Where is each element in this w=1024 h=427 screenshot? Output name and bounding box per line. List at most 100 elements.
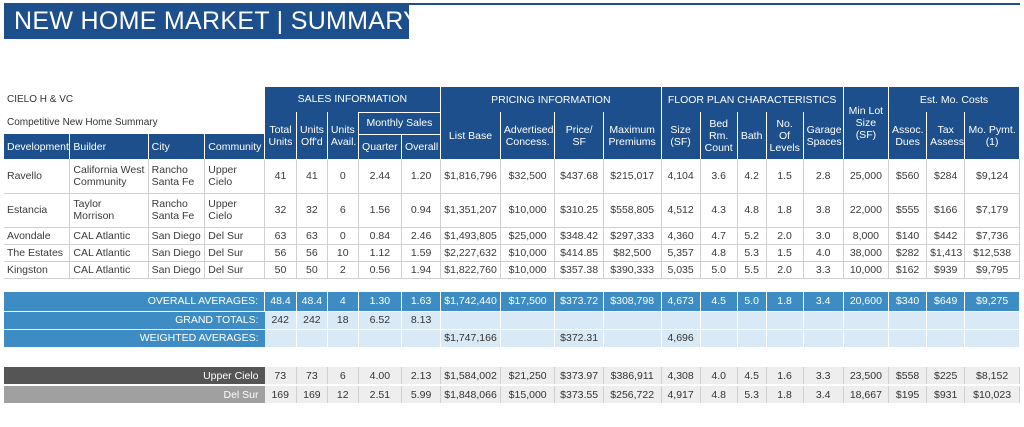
summary-cell: 4.00 — [358, 367, 402, 386]
summary-cell: 2.51 — [358, 385, 402, 403]
table-cell: 10,000 — [843, 261, 890, 279]
summary-cell: 5.99 — [401, 385, 442, 403]
empty-cell — [926, 310, 966, 329]
table-cell: 1.59 — [401, 244, 442, 262]
table-cell: 5.0 — [700, 261, 738, 279]
table-cell: $282 — [888, 244, 928, 262]
context-subtitle: Competitive New Home Summary — [7, 117, 158, 128]
summary-cell: 3.4 — [803, 385, 844, 403]
col-mo-pymt: Mo. Pymt. (1) — [964, 112, 1020, 159]
table-cell: $25,000 — [500, 227, 556, 245]
overall-averages-label: OVERALL AVERAGES: — [4, 292, 266, 311]
empty-cell — [888, 310, 928, 329]
table-cell: $1,493,805 — [440, 227, 501, 245]
summary-cell: 5.3 — [737, 385, 767, 403]
summary-cell: 4,308 — [661, 367, 701, 386]
table-row: The Estates CAL Atlantic San Diego Del Sur 5… — [4, 244, 1020, 262]
community-summary-label: Upper Cielo — [4, 367, 265, 386]
table-cell: $215,017 — [603, 159, 662, 194]
col-units-avail: Units Avail. — [327, 112, 359, 159]
weighted-averages-row: WEIGHTED AVERAGES: $1,747,166 $372.31 4,696 — [4, 328, 1020, 347]
table-cell: 3.3 — [803, 261, 844, 279]
community-summary-row: Upper Cielo 73 73 6 4.00 2.13 $1,584,002 $21,25… — [4, 367, 1020, 386]
table-cell: San Diego — [148, 227, 206, 245]
table-cell: $1,351,207 — [440, 193, 501, 228]
col-tax-assess: Tax Assess. — [926, 112, 966, 159]
spacer-row — [4, 347, 1020, 367]
table-cell: San Diego — [148, 244, 206, 262]
table-cell: $82,500 — [603, 244, 662, 262]
table-cell: 1.56 — [358, 193, 402, 228]
summary-cell: 169 — [264, 385, 297, 403]
empty-cell — [264, 328, 297, 347]
table-row: Avondale CAL Atlantic San Diego Del Sur 63 63… — [4, 227, 1020, 245]
average-cell: 48.4 — [296, 292, 328, 311]
total-cell: 8.13 — [401, 310, 442, 329]
table-cell: San Diego — [148, 261, 206, 279]
table-cell: $140 — [888, 227, 928, 245]
table-cell: $2,227,632 — [440, 244, 501, 262]
table-cell: CAL Atlantic — [69, 261, 149, 279]
table-cell: CAL Atlantic — [69, 227, 149, 245]
empty-cell — [603, 310, 662, 329]
table-cell: 0 — [327, 159, 359, 194]
table-cell: Estancia — [4, 193, 71, 228]
average-cell: 4 — [327, 292, 359, 311]
empty-cell — [926, 328, 966, 347]
table-cell: Del Sur — [204, 227, 266, 245]
empty-cell — [964, 310, 1020, 329]
average-cell: $9,275 — [964, 292, 1020, 311]
average-cell: 1.30 — [358, 292, 402, 311]
summary-cell: 73 — [264, 367, 297, 386]
average-cell: 1.63 — [401, 292, 442, 311]
table-cell: Upper Cielo — [204, 159, 266, 194]
table-cell: 32 — [296, 193, 328, 228]
spacer-cell — [4, 278, 1020, 292]
table-cell: $7,736 — [964, 227, 1020, 245]
table-cell: 10 — [327, 244, 359, 262]
est-mo-costs-header: Est. Mo. Costs — [888, 87, 1020, 112]
empty-cell — [700, 328, 738, 347]
table-cell: 1.20 — [401, 159, 442, 194]
summary-cell: 4.8 — [700, 385, 738, 403]
table-cell: 3.0 — [803, 227, 844, 245]
table-cell: 38,000 — [843, 244, 890, 262]
summary-cell: $256,722 — [603, 385, 662, 403]
table-cell: $437.68 — [554, 159, 604, 194]
table-cell: 4.2 — [737, 159, 767, 194]
table-cell: The Estates — [4, 244, 71, 262]
table-cell: $10,000 — [500, 193, 556, 228]
summary-cell: 12 — [327, 385, 359, 403]
empty-cell — [803, 310, 844, 329]
col-development: Development — [4, 134, 71, 159]
table-cell: Rancho Santa Fe — [148, 159, 206, 194]
empty-cell — [296, 328, 328, 347]
summary-cell: $373.55 — [554, 385, 604, 403]
table-cell: CAL Atlantic — [69, 244, 149, 262]
grand-totals-label: GRAND TOTALS: — [4, 310, 265, 329]
weighted-size: 4,696 — [661, 328, 701, 347]
table-cell: $414.85 — [554, 244, 604, 262]
summary-table: CIELO H & VC SALES INFORMATION PRICING I… — [4, 87, 1020, 403]
total-cell: 18 — [327, 310, 359, 329]
grand-totals-row: GRAND TOTALS: 242 242 18 6.52 8.13 — [4, 310, 1020, 329]
empty-cell — [358, 328, 402, 347]
table-cell: 8,000 — [843, 227, 890, 245]
title-rule — [409, 3, 1020, 5]
summary-cell: 169 — [296, 385, 328, 403]
summary-cell: $386,911 — [603, 367, 662, 386]
summary-cell: $558 — [888, 367, 928, 386]
table-cell: $310.25 — [554, 193, 604, 228]
col-units-offd: Units Off'd — [296, 112, 328, 159]
table-cell: 4.0 — [803, 244, 844, 262]
col-levels: No. Of Levels — [766, 112, 804, 159]
table-cell: 4,104 — [661, 159, 701, 194]
col-builder: Builder — [69, 134, 149, 159]
table-cell: 1.12 — [358, 244, 402, 262]
col-maximum-premiums: Maximum Premiums — [603, 112, 662, 159]
summary-cell: 6 — [327, 367, 359, 386]
summary-cell: 4.0 — [700, 367, 738, 386]
table-cell: $560 — [888, 159, 928, 194]
summary-cell: $373.97 — [554, 367, 604, 386]
summary-cell: 3.3 — [803, 367, 844, 386]
